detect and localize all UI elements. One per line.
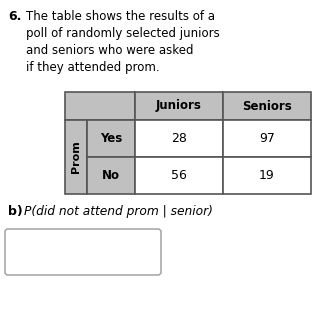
Text: and seniors who were asked: and seniors who were asked	[26, 44, 193, 57]
Text: 19: 19	[259, 169, 275, 182]
Bar	[223, 92, 311, 120]
Text: P(did not attend prom | senior): P(did not attend prom | senior)	[24, 205, 213, 218]
Text: b): b)	[8, 205, 23, 218]
Text: No: No	[102, 169, 120, 182]
Text: 28: 28	[171, 132, 187, 145]
Text: Prom: Prom	[71, 141, 81, 173]
Text: 97: 97	[259, 132, 275, 145]
Text: poll of randomly selected juniors: poll of randomly selected juniors	[26, 27, 220, 40]
Bar	[223, 157, 311, 194]
Text: 56: 56	[171, 169, 187, 182]
Bar	[135, 92, 223, 120]
Bar	[135, 157, 223, 194]
Text: Yes: Yes	[100, 132, 122, 145]
Text: Seniors: Seniors	[242, 100, 292, 113]
Bar	[135, 120, 223, 157]
Bar	[223, 120, 311, 157]
Bar	[87, 157, 135, 194]
Text: The table shows the results of a: The table shows the results of a	[26, 10, 215, 23]
Bar	[87, 120, 135, 157]
Text: Juniors: Juniors	[156, 100, 202, 113]
Bar	[65, 92, 135, 120]
Bar	[65, 120, 87, 194]
Text: 6.: 6.	[8, 10, 21, 23]
Text: if they attended prom.: if they attended prom.	[26, 61, 160, 74]
FancyBboxPatch shape	[5, 229, 161, 275]
